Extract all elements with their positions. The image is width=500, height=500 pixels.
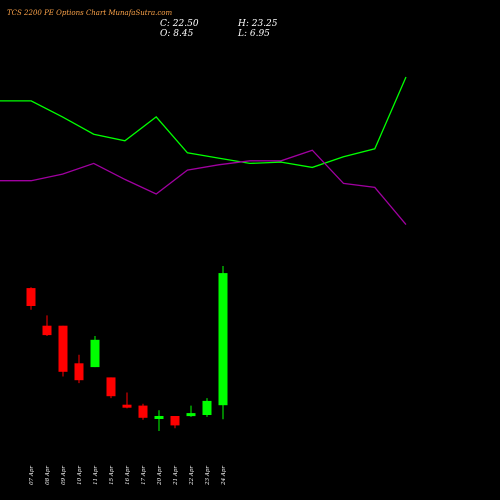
indicator-line-2 — [0, 149, 407, 226]
candlestick-series — [26, 266, 228, 431]
candle-body — [90, 339, 100, 368]
candle-20-apr — [154, 410, 164, 431]
candle-10-apr — [74, 354, 84, 384]
candle-body — [58, 325, 68, 372]
candle-body — [74, 363, 84, 381]
candle-16-apr — [122, 392, 132, 409]
candle-body — [138, 405, 148, 418]
candle-body — [186, 413, 196, 417]
candle-09-apr — [58, 325, 68, 377]
candle-body — [202, 400, 212, 415]
date-tick-label: 07 Apr — [29, 466, 35, 485]
candle-body — [154, 416, 164, 419]
candle-body — [122, 404, 132, 408]
indicator-line-1 — [0, 76, 407, 169]
date-tick-label: 17 Apr — [141, 466, 147, 485]
date-tick-label: 08 Apr — [45, 466, 51, 485]
date-tick-label: 24 Apr — [221, 466, 227, 486]
candle-17-apr — [138, 403, 148, 420]
date-tick-label: 16 Apr — [125, 466, 131, 485]
candle-body — [170, 416, 180, 426]
candle-body — [106, 377, 116, 397]
candle-body — [42, 325, 52, 336]
low-value: L: 6.95 — [238, 29, 270, 39]
candle-11-apr — [90, 336, 100, 368]
date-tick-label: 22 Apr — [189, 466, 195, 486]
date-tick-label: 11 Apr — [93, 466, 99, 485]
date-tick-label: 20 Apr — [157, 466, 163, 486]
candle-08-apr — [42, 315, 52, 336]
close-value: C: 22.50 — [160, 19, 199, 29]
open-value: O: 8.45 — [160, 29, 194, 39]
candle-07-apr — [26, 287, 36, 310]
indicator-lines — [0, 76, 407, 226]
candle-24-apr — [218, 266, 228, 420]
date-tick-label: 23 Apr — [205, 466, 211, 486]
date-axis-labels: 07 Apr 08 Apr 09 Apr 10 Apr 11 Apr 15 Apr 16 A… — [29, 466, 227, 486]
date-tick-label: 21 Apr — [173, 466, 179, 486]
high-value: H: 23.25 — [238, 19, 278, 29]
chart-title: TCS 2200 PE Options Chart MunafaSutra.co… — [7, 9, 173, 17]
candle-body — [26, 288, 36, 306]
candle-23-apr — [202, 398, 212, 417]
candle-body — [218, 273, 228, 406]
date-tick-label: 09 Apr — [61, 466, 67, 485]
candle-21-apr — [170, 416, 180, 429]
candle-15-apr — [106, 377, 116, 399]
date-tick-label: 10 Apr — [77, 466, 83, 485]
candle-22-apr — [186, 405, 196, 417]
date-tick-label: 15 Apr — [109, 466, 115, 485]
